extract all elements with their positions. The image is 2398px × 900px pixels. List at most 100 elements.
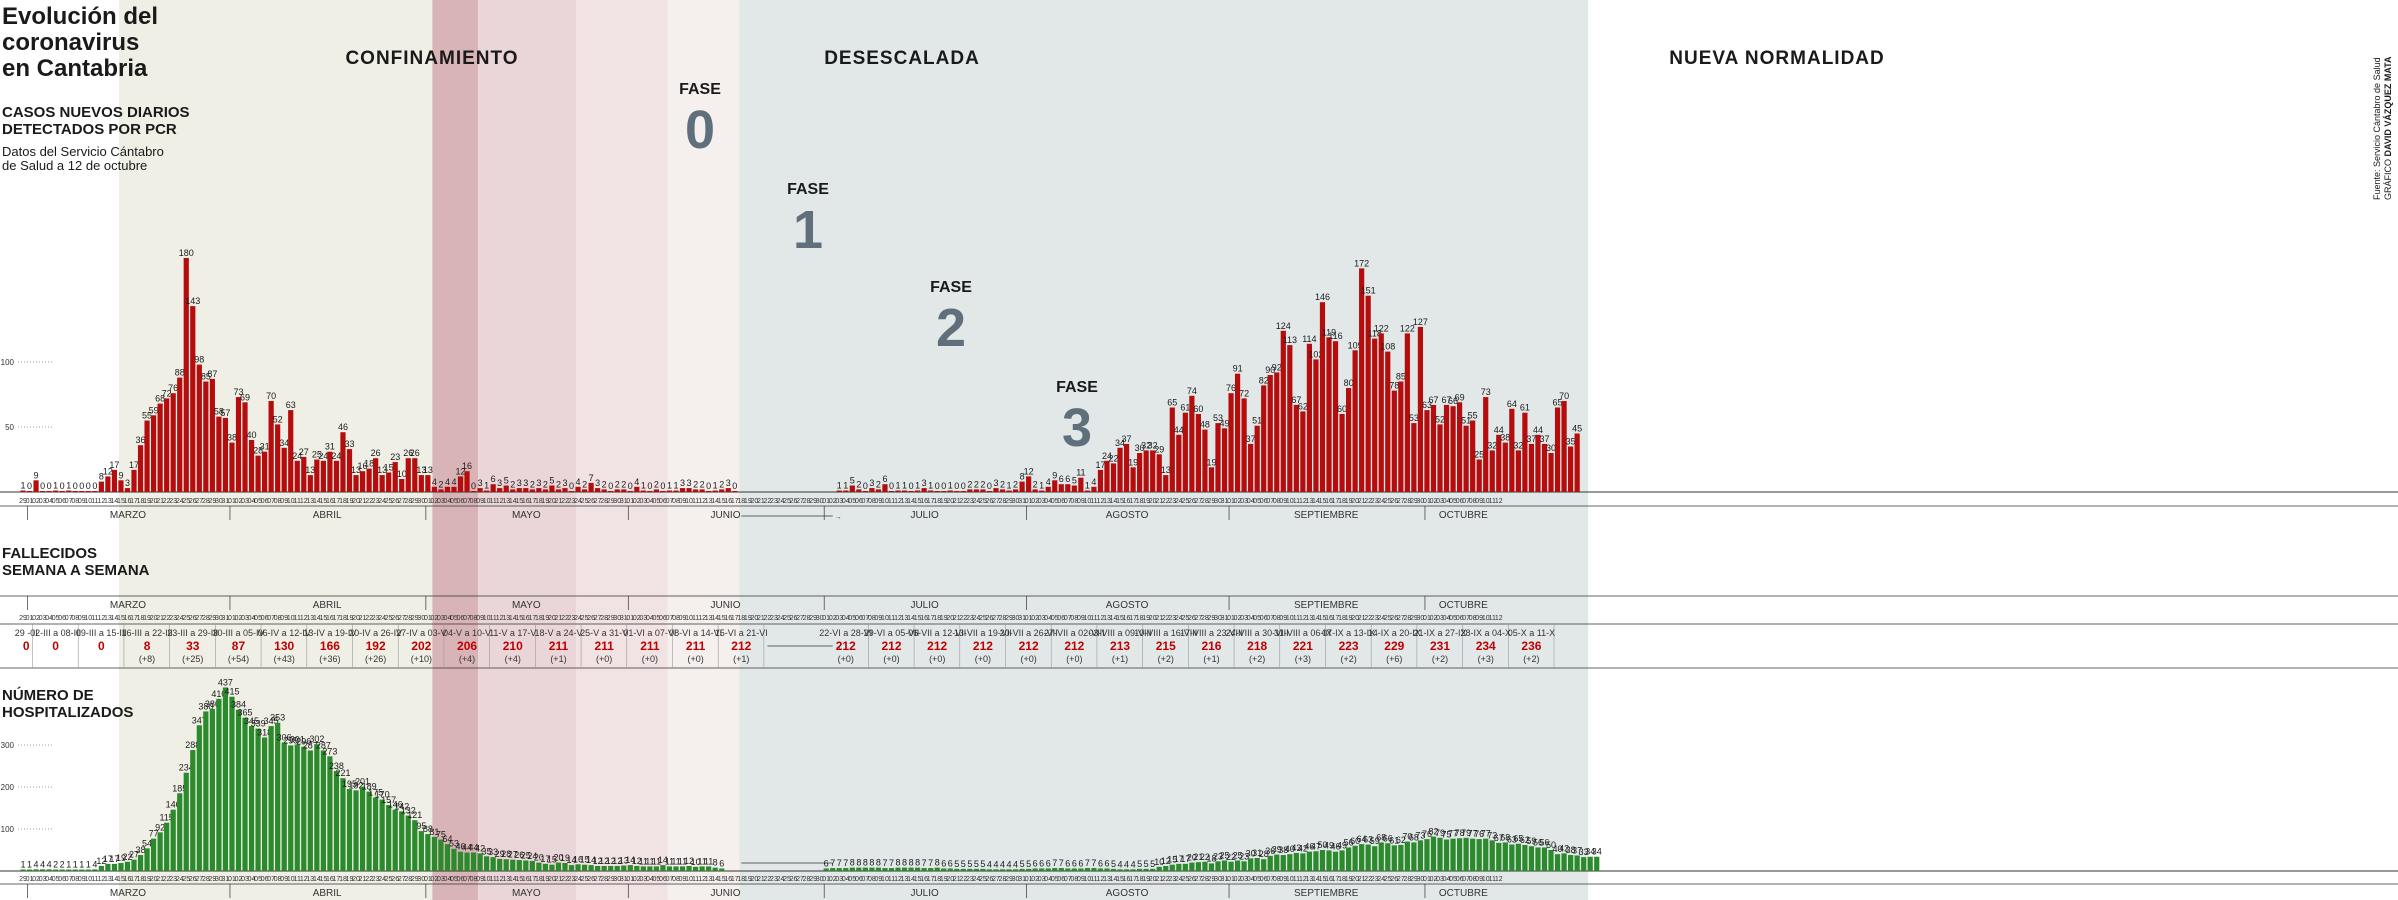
hosp-day-label: 11 <box>1090 876 1097 883</box>
case-value-label: 11 <box>1076 468 1085 478</box>
case-value-label: 35 <box>1566 437 1576 447</box>
case-value-label: 2 <box>967 479 972 489</box>
case-bar <box>581 489 588 492</box>
case-bar <box>947 490 953 492</box>
hosp-bar <box>46 869 52 871</box>
deaths-day-label: 14 <box>1110 615 1118 622</box>
case-bar <box>1450 406 1456 492</box>
hosp-day-label: 12 <box>97 876 105 883</box>
deaths-day-label: 30 <box>1012 615 1020 622</box>
hosp-bar <box>1287 854 1293 871</box>
deaths-day-label: 24 <box>1175 615 1183 622</box>
case-day-label: 10 <box>1286 498 1294 505</box>
deaths-day-label: 18 <box>1136 615 1144 622</box>
deaths-day-label: 03 <box>639 615 647 622</box>
cases-month-label: ABRIL <box>313 510 342 521</box>
hosp-day-label: 14 <box>1110 876 1118 883</box>
case-value-label: 2 <box>700 479 705 489</box>
hosp-bar <box>1581 857 1587 871</box>
hosp-day-label: 23 <box>770 876 778 883</box>
deaths-day-label: 06 <box>855 615 863 622</box>
case-bar <box>523 488 529 492</box>
hosp-value-label: 12 <box>612 856 622 866</box>
hosp-value-label: 287 <box>303 740 318 750</box>
hosp-day-label: 04 <box>1044 876 1052 883</box>
hosp-day-label: 24 <box>972 876 980 883</box>
hosp-value-label: 13 <box>619 856 629 866</box>
case-bar <box>869 488 875 492</box>
hosp-value-label: 121 <box>407 810 422 820</box>
hosp-bar <box>157 832 163 871</box>
hosp-day-label: 26 <box>391 876 399 883</box>
case-day-label: 02 <box>32 498 40 505</box>
hosp-value-label: 76 <box>1474 829 1484 839</box>
case-bar <box>1313 359 1319 492</box>
case-value-label: 24 <box>1102 451 1112 461</box>
case-value-label: 116 <box>1328 331 1342 341</box>
hosp-value-label: 64 <box>442 834 452 844</box>
deaths-week-range: 27-IV a 03-V <box>396 628 447 638</box>
hosp-bar <box>288 745 294 871</box>
cases-month-label: JULIO <box>910 510 939 521</box>
case-bar <box>203 381 209 492</box>
deaths-day-label: 03 <box>1038 615 1046 622</box>
case-value-label: 66 <box>1448 396 1458 406</box>
hosp-value-label: 70 <box>1402 832 1412 842</box>
hosp-bar <box>92 869 98 871</box>
deaths-day-label: 27 <box>1195 615 1203 622</box>
hosp-day-label: 23 <box>568 876 576 883</box>
case-day-label: 04 <box>842 498 850 505</box>
case-value-label: 1 <box>673 481 678 491</box>
hosp-bar <box>438 839 444 871</box>
case-day-label: 21 <box>555 498 563 505</box>
case-value-label: 13 <box>1161 465 1171 475</box>
hosp-bar <box>425 834 431 871</box>
case-bar <box>1267 375 1273 492</box>
phase-desescalada: DESESCALADA <box>824 48 980 69</box>
case-day-label: 25 <box>581 498 589 505</box>
hosp-value-label: 37 <box>1572 845 1582 855</box>
hosp-bar <box>993 869 999 871</box>
hosp-value-label: 273 <box>322 746 337 756</box>
deaths-week-total: 215 <box>1156 639 1176 653</box>
hosp-value-label: 339 <box>251 719 266 729</box>
hosp-day-label: 21 <box>156 876 164 883</box>
deaths-day-label: 23 <box>372 615 380 622</box>
hosp-day-label: 03 <box>835 876 843 883</box>
hosp-day-label: 09 <box>78 876 86 883</box>
case-bar <box>235 397 242 492</box>
deaths-day-label: 22 <box>764 615 772 622</box>
hosp-value-label: 234 <box>179 763 194 773</box>
hosp-value-label: 77 <box>149 829 159 839</box>
hosp-value-label: 42 <box>1559 843 1569 853</box>
case-day-label: 10 <box>685 498 693 505</box>
deaths-day-label: 09 <box>875 615 883 622</box>
case-value-label: 55 <box>142 411 152 421</box>
case-value-label: 4 <box>634 477 639 487</box>
deaths-week-range: 17-VIII a 23-VIII <box>1180 628 1243 638</box>
case-day-label: 29 <box>809 498 817 505</box>
case-bar <box>1130 467 1136 492</box>
hosp-bar <box>869 867 875 871</box>
case-day-label: 18 <box>339 498 347 505</box>
case-value-label: 0 <box>889 481 894 491</box>
hosp-bar <box>268 726 274 871</box>
hosp-bar <box>1554 854 1561 871</box>
case-day-label: 10 <box>287 498 295 505</box>
case-value-label: 46 <box>338 422 348 432</box>
case-value-label: 18 <box>364 459 374 469</box>
case-value-label: 4 <box>451 477 456 487</box>
case-day-label: 19 <box>940 498 948 505</box>
hosp-bar <box>830 868 836 871</box>
hosp-value-label: 437 <box>218 677 233 687</box>
deaths-day-label: 27 <box>398 615 406 622</box>
hosp-day-label: 01 <box>424 876 432 883</box>
hosp-day-label: 02 <box>1430 876 1438 883</box>
hosp-value-label: 7 <box>928 858 933 868</box>
hosp-day-label: 03 <box>1240 876 1248 883</box>
deaths-week-range: 13-IV a 19-IV <box>303 628 356 638</box>
deaths-week-total: 0 <box>98 639 105 653</box>
case-bar <box>1287 345 1293 492</box>
hosp-bar <box>941 868 947 871</box>
hosp-value-label: 8 <box>935 858 940 868</box>
